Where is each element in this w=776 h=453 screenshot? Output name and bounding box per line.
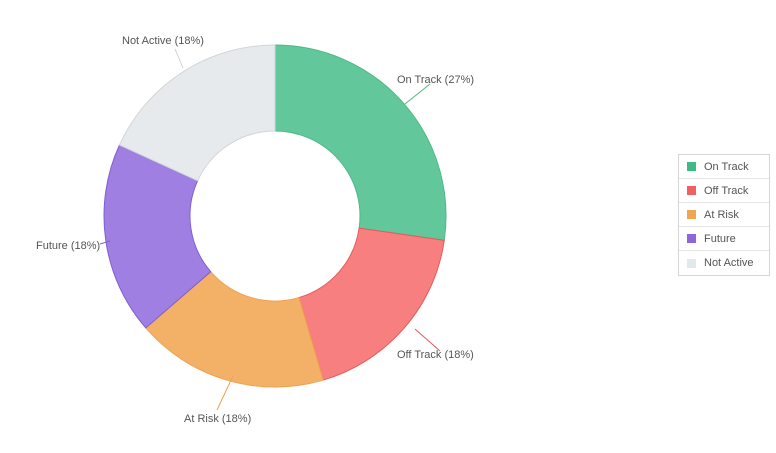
legend-swatch-on-track: [687, 162, 696, 171]
legend-label: Off Track: [704, 184, 749, 197]
leader-line-at-risk: [216, 375, 234, 411]
legend-label: Future: [704, 232, 736, 245]
legend-swatch-future: [687, 234, 696, 243]
legend-item-future[interactable]: Future: [679, 227, 769, 251]
leader-line-on-track: [404, 83, 431, 105]
legend-swatch-not-active: [687, 258, 696, 268]
slice-off-track[interactable]: [298, 227, 445, 381]
slice-at-risk[interactable]: [145, 270, 324, 388]
slice-label-on-track: On Track (27%): [397, 74, 474, 86]
chart-legend: On Track Off Track At Risk Future Not Ac…: [678, 154, 770, 276]
slice-label-off-track: Off Track (18%): [397, 349, 474, 361]
legend-label: On Track: [704, 160, 749, 173]
leader-line-future: [99, 240, 111, 245]
legend-swatch-off-track: [687, 186, 696, 195]
legend-label: Not Active: [704, 257, 754, 269]
legend-item-not-active[interactable]: Not Active: [679, 251, 769, 275]
legend-item-on-track[interactable]: On Track: [679, 155, 769, 179]
slice-future[interactable]: [103, 144, 212, 329]
legend-item-at-risk[interactable]: At Risk: [679, 203, 769, 227]
leader-line-not-active: [174, 48, 184, 69]
legend-label: At Risk: [704, 208, 739, 221]
slice-on-track[interactable]: [274, 44, 447, 241]
legend-swatch-at-risk: [687, 210, 696, 219]
legend-item-off-track[interactable]: Off Track: [679, 179, 769, 203]
slice-label-future: Future (18%): [36, 240, 100, 252]
leader-line-off-track: [414, 328, 441, 352]
slice-not-active[interactable]: [118, 44, 276, 182]
slice-label-at-risk: At Risk (18%): [184, 413, 251, 425]
slice-label-not-active: Not Active (18%): [122, 35, 204, 47]
